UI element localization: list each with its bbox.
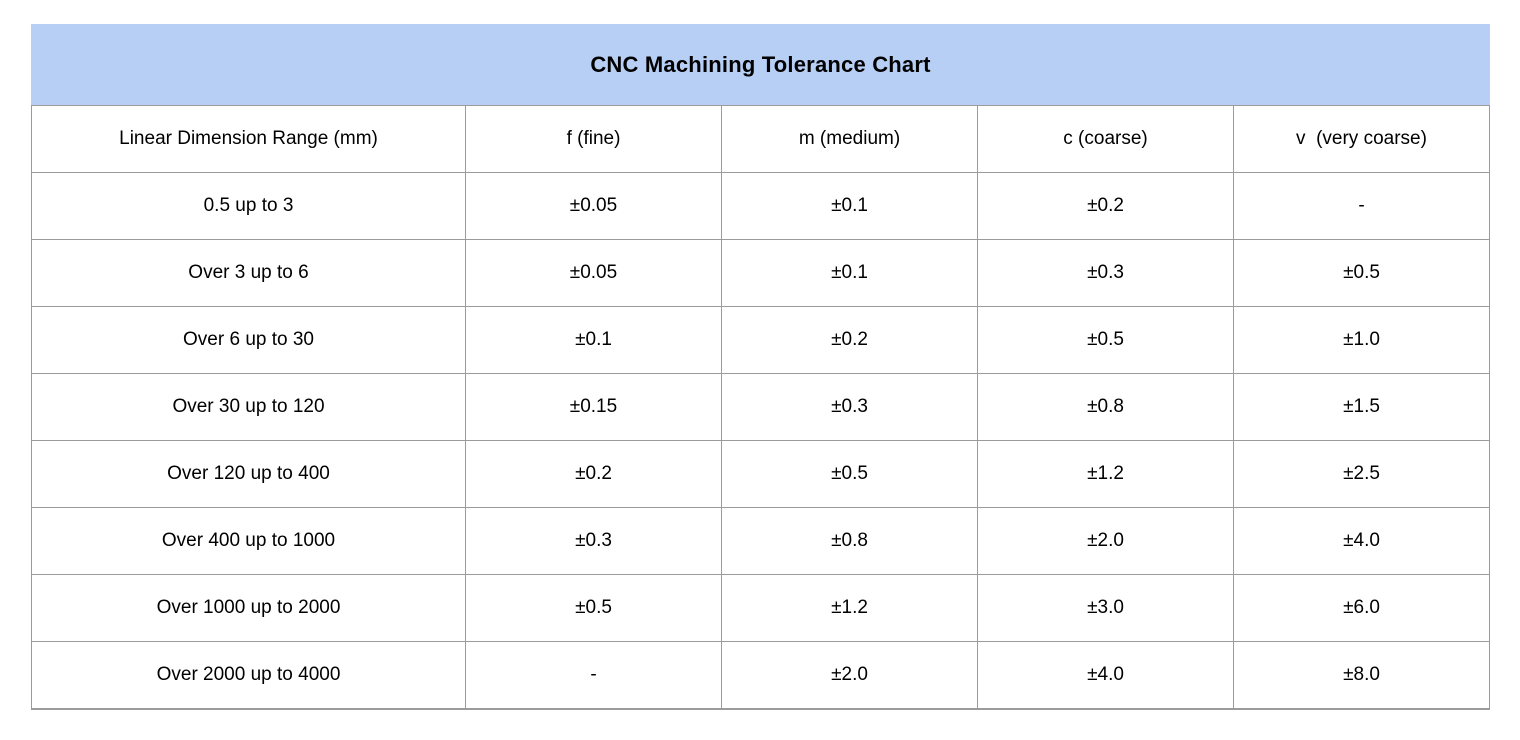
cell-tolerance-value: ±2.5 bbox=[1233, 440, 1490, 508]
tolerance-chart-sheet: CNC Machining Tolerance Chart Linear Dim… bbox=[31, 24, 1490, 710]
cell-tolerance-value: ±8.0 bbox=[1233, 641, 1490, 710]
cell-tolerance-value: ±4.0 bbox=[977, 641, 1234, 710]
cell-tolerance-value: ±3.0 bbox=[977, 574, 1234, 642]
cell-dimension-range: Over 2000 up to 4000 bbox=[31, 641, 466, 710]
cell-tolerance-value: ±2.0 bbox=[721, 641, 978, 710]
cell-tolerance-value: - bbox=[465, 641, 722, 710]
header-cell-tolerance-class: m (medium) bbox=[721, 105, 978, 173]
cell-tolerance-value: ±0.05 bbox=[465, 239, 722, 307]
table-row: 0.5 up to 3 ±0.05 ±0.1 ±0.2- bbox=[31, 172, 1490, 240]
cell-tolerance-value: ±0.1 bbox=[465, 306, 722, 374]
table-row: Over 3 up to 6 ±0.05 ±0.1 ±0.3 ±0.5 bbox=[31, 239, 1490, 307]
cell-tolerance-value: ±1.2 bbox=[721, 574, 978, 642]
cell-tolerance-value: ±0.8 bbox=[721, 507, 978, 575]
cell-tolerance-value: ±0.05 bbox=[465, 172, 722, 240]
cell-tolerance-value: ±0.1 bbox=[721, 239, 978, 307]
cell-dimension-range: 0.5 up to 3 bbox=[31, 172, 466, 240]
cell-tolerance-value: ±1.5 bbox=[1233, 373, 1490, 441]
chart-title-banner: CNC Machining Tolerance Chart bbox=[31, 24, 1490, 105]
cell-tolerance-value: ±0.3 bbox=[977, 239, 1234, 307]
cell-tolerance-value: ±0.2 bbox=[977, 172, 1234, 240]
cell-dimension-range: Over 30 up to 120 bbox=[31, 373, 466, 441]
cell-tolerance-value: ±0.5 bbox=[1233, 239, 1490, 307]
table-row: Over 1000 up to 2000 ±0.5 ±1.2 ±3.0 ±6.0 bbox=[31, 574, 1490, 642]
cell-tolerance-value: ±1.0 bbox=[1233, 306, 1490, 374]
table-row: Over 6 up to 30 ±0.1 ±0.2 ±0.5 ±1.0 bbox=[31, 306, 1490, 374]
cell-tolerance-value: ±0.2 bbox=[465, 440, 722, 508]
header-cell-range: Linear Dimension Range (mm) bbox=[31, 105, 466, 173]
cell-tolerance-value: ±0.5 bbox=[465, 574, 722, 642]
cell-tolerance-value: ±0.2 bbox=[721, 306, 978, 374]
cell-dimension-range: Over 400 up to 1000 bbox=[31, 507, 466, 575]
cell-tolerance-value: ±1.2 bbox=[977, 440, 1234, 508]
header-row: Linear Dimension Range (mm) f (fine) m (me… bbox=[31, 105, 1490, 173]
chart-title: CNC Machining Tolerance Chart bbox=[590, 51, 931, 77]
cell-tolerance-value: - bbox=[1233, 172, 1490, 240]
table-row: Over 120 up to 400 ±0.2 ±0.5 ±1.2 ±2.5 bbox=[31, 440, 1490, 508]
table-row: Over 2000 up to 4000- ±2.0 ±4.0 ±8.0 bbox=[31, 641, 1490, 710]
cell-tolerance-value: ±0.3 bbox=[465, 507, 722, 575]
cell-tolerance-value: ±0.3 bbox=[721, 373, 978, 441]
cell-tolerance-value: ±4.0 bbox=[1233, 507, 1490, 575]
cell-dimension-range: Over 1000 up to 2000 bbox=[31, 574, 466, 642]
header-cell-tolerance-class: c (coarse) bbox=[977, 105, 1234, 173]
cell-tolerance-value: ±0.8 bbox=[977, 373, 1234, 441]
cell-tolerance-value: ±0.1 bbox=[721, 172, 978, 240]
cell-tolerance-value: ±0.5 bbox=[977, 306, 1234, 374]
table-body: 0.5 up to 3 ±0.05 ±0.1 ±0.2- Over 3 up to 6 ±… bbox=[31, 172, 1490, 710]
cell-tolerance-value: ±0.15 bbox=[465, 373, 722, 441]
cell-dimension-range: Over 6 up to 30 bbox=[31, 306, 466, 374]
cell-tolerance-value: ±0.5 bbox=[721, 440, 978, 508]
header-cell-tolerance-class: v (very coarse) bbox=[1233, 105, 1490, 173]
cell-tolerance-value: ±2.0 bbox=[977, 507, 1234, 575]
table-row: Over 30 up to 120 ±0.15 ±0.3 ±0.8 ±1.5 bbox=[31, 373, 1490, 441]
cell-tolerance-value: ±6.0 bbox=[1233, 574, 1490, 642]
cell-dimension-range: Over 120 up to 400 bbox=[31, 440, 466, 508]
header-cell-tolerance-class: f (fine) bbox=[465, 105, 722, 173]
table-row: Over 400 up to 1000 ±0.3 ±0.8 ±2.0 ±4.0 bbox=[31, 507, 1490, 575]
cell-dimension-range: Over 3 up to 6 bbox=[31, 239, 466, 307]
tolerance-table: Linear Dimension Range (mm) f (fine) m (me… bbox=[31, 105, 1490, 710]
